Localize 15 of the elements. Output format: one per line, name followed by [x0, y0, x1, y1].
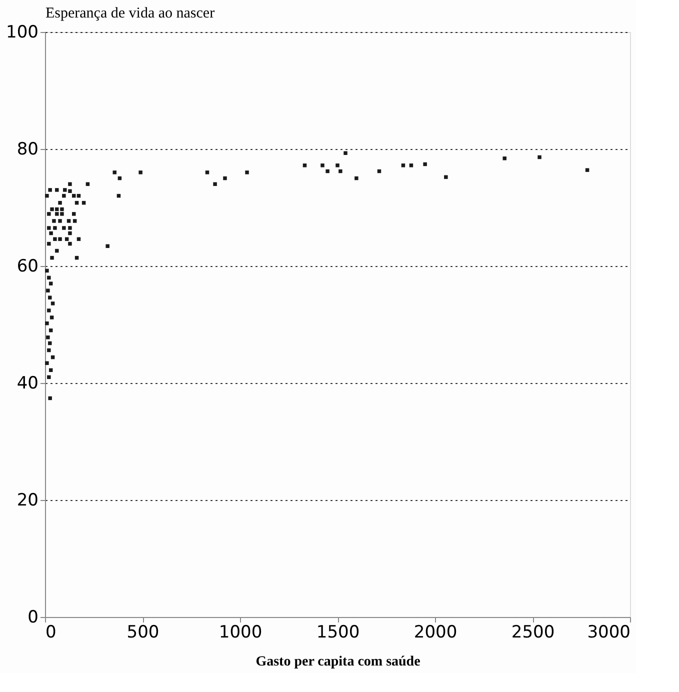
x-tick-label: 1000 — [218, 622, 262, 642]
y-tick-label: 40 — [16, 374, 38, 394]
x-tick-label: 500 — [126, 622, 160, 642]
y-tick-label: 60 — [16, 256, 38, 276]
x-tick-label: 2000 — [414, 622, 458, 642]
y-tick-label: 20 — [16, 490, 38, 510]
y-tick-label: 80 — [16, 140, 38, 160]
y-axis-title: Esperança de vida ao nascer — [46, 6, 215, 22]
x-tick-label: 1500 — [316, 622, 360, 642]
x-tick-label: 0 — [46, 622, 56, 642]
y-tick-label: 100 — [6, 22, 38, 42]
y-tick-label: 0 — [28, 608, 38, 628]
x-tick-label: 3000 — [587, 622, 630, 642]
x-axis-title: Gasto per capita com saúde — [256, 654, 420, 670]
x-tick-label: 2500 — [511, 622, 555, 642]
